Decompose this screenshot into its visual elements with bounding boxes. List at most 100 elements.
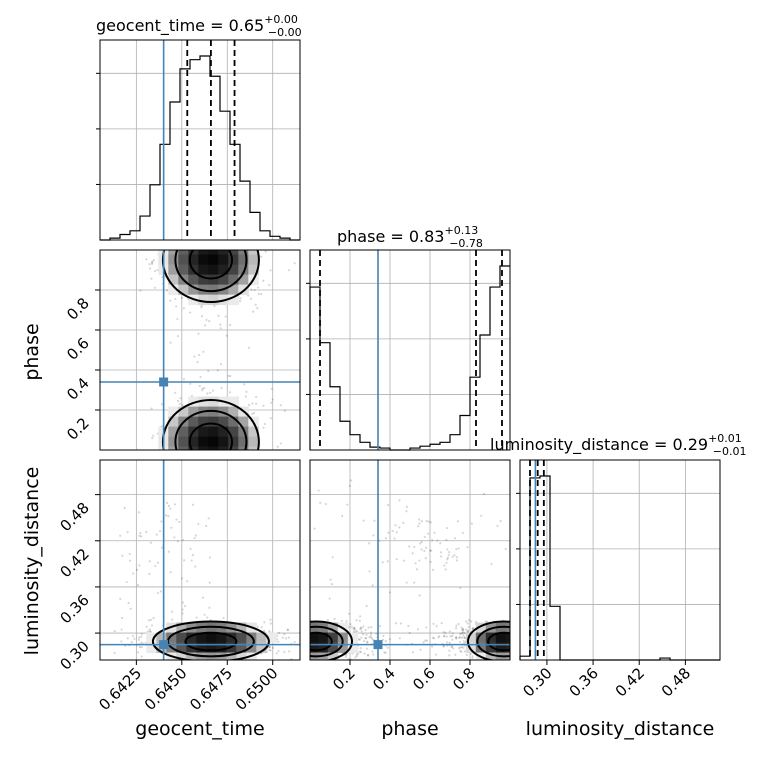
sample-point bbox=[136, 245, 138, 247]
sample-point bbox=[171, 610, 174, 613]
sample-point bbox=[387, 503, 390, 507]
sample-point bbox=[372, 653, 375, 656]
density-cell bbox=[198, 416, 209, 428]
contour-level-3 bbox=[188, 250, 234, 280]
y-tick-label-luminosity-distance: 0.48 bbox=[56, 499, 92, 535]
sample-point bbox=[219, 323, 222, 326]
sample-point bbox=[230, 498, 232, 500]
sample-point bbox=[204, 248, 206, 250]
sample-point bbox=[446, 641, 449, 644]
sample-point bbox=[366, 641, 369, 644]
sample-point bbox=[262, 279, 265, 282]
sample-point bbox=[216, 369, 219, 372]
sample-point bbox=[247, 453, 249, 455]
density-cell bbox=[208, 250, 219, 256]
sample-point bbox=[254, 303, 257, 306]
sample-point bbox=[424, 557, 427, 560]
sample-point bbox=[445, 635, 448, 638]
sample-point bbox=[204, 234, 206, 236]
sample-point bbox=[137, 511, 141, 514]
density-cell bbox=[238, 264, 249, 276]
sample-point bbox=[251, 477, 253, 479]
sample-point bbox=[261, 237, 263, 239]
sample-point bbox=[429, 549, 432, 552]
sample-point bbox=[178, 235, 180, 237]
sample-point bbox=[439, 551, 443, 554]
histogram-phase bbox=[309, 265, 510, 451]
sample-point bbox=[496, 524, 499, 527]
density-cell bbox=[218, 254, 229, 266]
density-cell bbox=[238, 416, 249, 428]
sample-point bbox=[260, 237, 262, 239]
sample-point bbox=[148, 630, 152, 633]
sample-point bbox=[149, 630, 152, 633]
density-cell bbox=[256, 642, 267, 654]
sample-point bbox=[201, 451, 203, 453]
sample-point bbox=[173, 536, 176, 539]
x-tick-label-phase: 0.4 bbox=[369, 664, 399, 694]
sample-point bbox=[176, 215, 178, 217]
density-cell bbox=[516, 623, 527, 634]
sample-point bbox=[353, 626, 356, 630]
sample-point bbox=[458, 636, 461, 639]
sample-point bbox=[165, 501, 169, 505]
sample-point bbox=[207, 369, 210, 373]
sample-point bbox=[178, 402, 181, 405]
density-cell bbox=[310, 632, 319, 644]
sample-point bbox=[156, 591, 160, 595]
density-cell bbox=[206, 622, 217, 634]
sample-point bbox=[140, 632, 143, 636]
sample-point bbox=[460, 645, 463, 649]
sample-point bbox=[466, 630, 469, 634]
density-cell bbox=[238, 250, 249, 256]
sample-point bbox=[140, 641, 143, 644]
sample-point bbox=[433, 531, 436, 534]
sample-point bbox=[359, 615, 362, 618]
sample-point bbox=[181, 403, 184, 407]
density-cell bbox=[238, 467, 249, 478]
density-cell bbox=[228, 467, 239, 478]
sample-point bbox=[222, 237, 224, 239]
sample-point bbox=[256, 625, 259, 628]
density-cell bbox=[188, 284, 199, 296]
sample-point bbox=[224, 452, 226, 454]
sample-point bbox=[148, 267, 152, 270]
sample-point bbox=[185, 462, 187, 464]
sample-point bbox=[405, 505, 409, 508]
sample-point bbox=[150, 277, 153, 280]
sample-point bbox=[359, 627, 362, 631]
density-cell bbox=[228, 264, 239, 276]
density-cell bbox=[178, 406, 189, 418]
sample-point bbox=[432, 637, 436, 640]
sample-point bbox=[430, 549, 433, 552]
sample-point bbox=[488, 664, 490, 666]
sample-point bbox=[268, 645, 271, 648]
sample-point bbox=[463, 636, 466, 639]
sample-point bbox=[452, 647, 455, 650]
density-cell bbox=[317, 632, 329, 644]
sample-point bbox=[205, 524, 208, 528]
sample-point bbox=[440, 621, 443, 625]
sample-point bbox=[418, 518, 421, 521]
sample-point bbox=[153, 286, 157, 289]
contour-level-1 bbox=[151, 620, 270, 660]
sample-point bbox=[420, 548, 423, 551]
sample-point bbox=[431, 636, 435, 639]
sample-point bbox=[268, 283, 271, 287]
sample-point bbox=[167, 514, 170, 518]
density-cell bbox=[218, 250, 229, 256]
sample-point bbox=[355, 653, 358, 656]
sample-point bbox=[174, 451, 176, 453]
sample-point bbox=[260, 292, 263, 296]
sample-point bbox=[465, 620, 468, 623]
sample-point bbox=[460, 632, 463, 635]
sample-point bbox=[217, 462, 219, 464]
density-cell bbox=[505, 652, 510, 660]
density-cell bbox=[198, 250, 209, 256]
sample-point bbox=[264, 250, 267, 253]
title-luminosity-distance: luminosity_distance = 0.29+0.01 −0.01 bbox=[490, 432, 747, 458]
sample-point bbox=[228, 463, 230, 465]
density-cell bbox=[168, 467, 179, 478]
sample-point bbox=[139, 289, 142, 292]
sample-point bbox=[196, 246, 198, 248]
